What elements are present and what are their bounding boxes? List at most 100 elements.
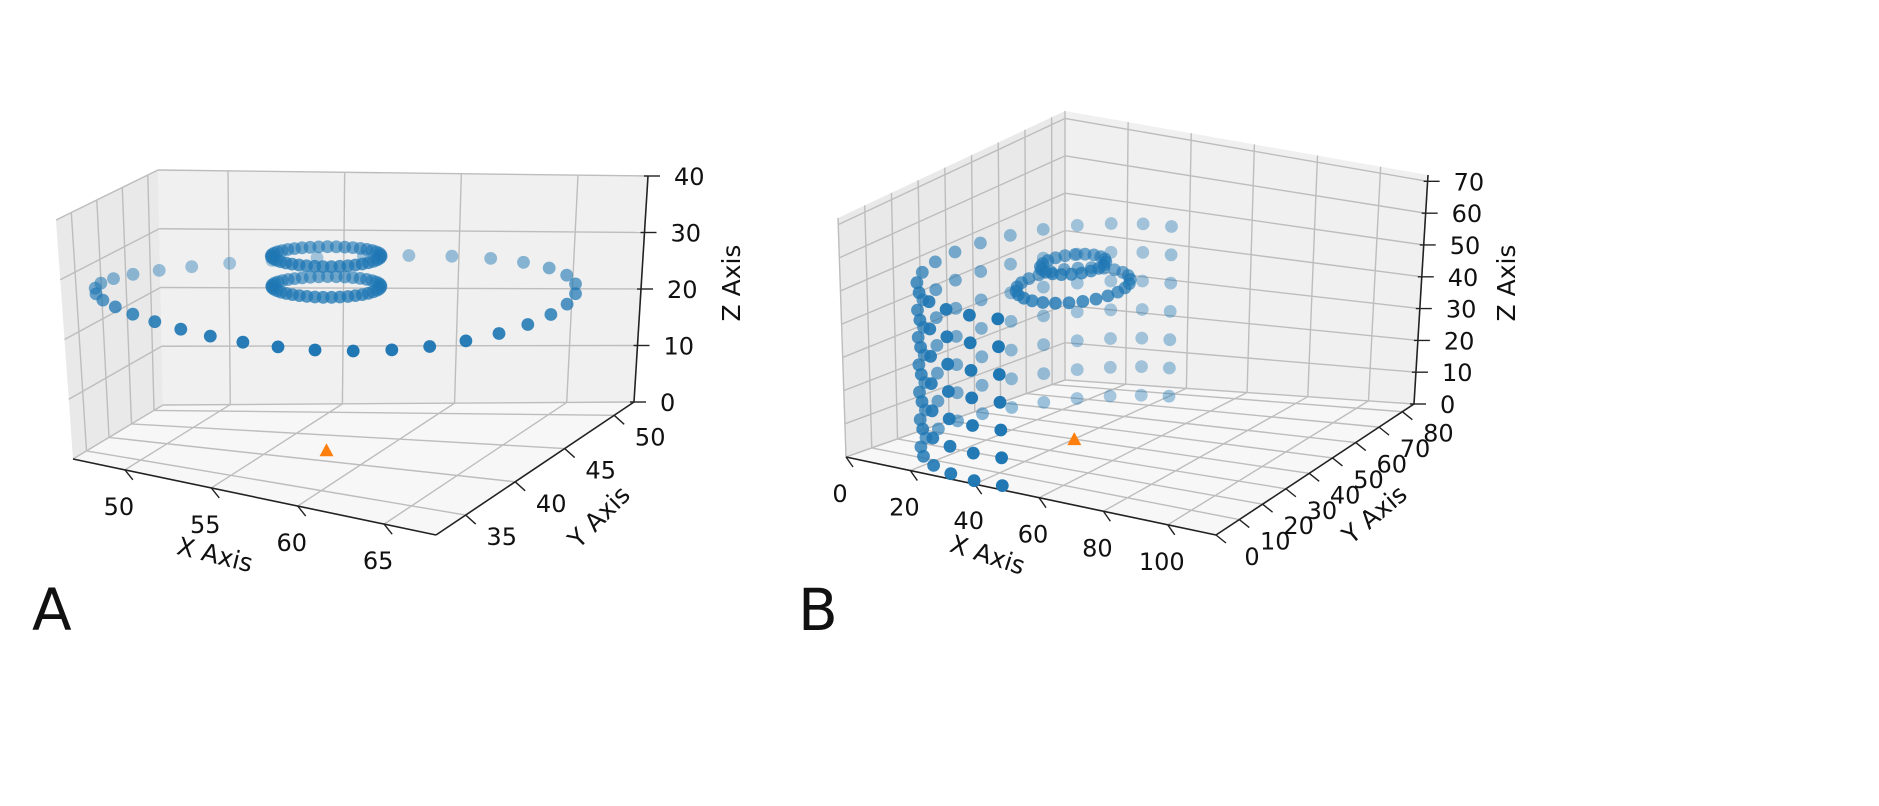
panel-b-x-tick — [845, 456, 854, 468]
panel-b-scatter-point — [1164, 248, 1178, 262]
panel-b-x-tick-label: 80 — [1082, 534, 1113, 562]
panel-b-gridline-y-floor — [948, 420, 1310, 475]
panel-b-scatter-point — [932, 422, 945, 436]
panel-b-y-tick — [1308, 472, 1320, 482]
panel-a-z-tick-label: 10 — [664, 333, 695, 361]
panel-b-gridline-x-floor — [1103, 396, 1309, 512]
panel-b-y-tick-label: 80 — [1423, 420, 1454, 448]
panel-a-gridline-y-floor — [86, 450, 466, 516]
panel-a-floor-pane — [73, 402, 634, 535]
panel-a-scatter-point — [492, 327, 506, 340]
panel-b-scatter-point — [975, 378, 989, 392]
panel-a-scatter-point — [346, 344, 360, 358]
panel-a-tick-labels: 50 55 60 65 35 40 45 50 0 10 20 30 40 — [104, 163, 705, 575]
panel-b-floor-pane — [846, 380, 1414, 535]
panel-a-x-tick — [297, 505, 307, 517]
panel-b-y-tick-label: 30 — [1307, 497, 1338, 525]
panel-a-scatter-point — [203, 329, 217, 343]
panel-b-scatter-point — [993, 395, 1007, 409]
panel-b-scatter-point — [963, 336, 977, 350]
panel-b-scatter-point — [965, 391, 979, 405]
panel-a-scatter-point — [185, 260, 199, 274]
panel-b-scatter-point — [949, 330, 963, 343]
panel-b-scatter-point — [944, 467, 958, 481]
panel-b-scatter-point — [1003, 229, 1017, 242]
panel-b-gridline-x-floor — [910, 383, 1126, 472]
panel-a-triangle-marker — [319, 443, 334, 457]
panel-b-scatter-point — [1070, 334, 1084, 348]
panel-a-gridline-y-floor — [131, 423, 565, 450]
panel-b-x-axis-title: X Axis — [947, 529, 1029, 580]
panel-b-gridline-z-left — [837, 117, 1066, 226]
panel-a-letter: A — [32, 576, 72, 644]
panel-b-scatter-point — [943, 439, 957, 453]
panel-b-scatter-point — [917, 449, 930, 463]
panel-b-scatter-point — [912, 286, 926, 300]
panel-b-scatter-point — [930, 339, 944, 352]
panel-b-scatter-point — [1068, 248, 1082, 261]
panel-b-x-tick-label: 20 — [889, 494, 920, 522]
panel-b-y-tick-label: 0 — [1244, 543, 1259, 571]
panel-b-gridline-z-left — [844, 341, 1066, 425]
panel-b-y-tick — [1215, 534, 1227, 544]
panel-a-gridline-z-left — [68, 345, 163, 400]
panel-b-scatter-point — [927, 459, 940, 472]
panel-a-gridline-z-back — [160, 286, 642, 290]
panel-a-scatter-point — [107, 272, 120, 285]
panel-a-y-tick-label: 45 — [585, 457, 616, 485]
panel-b-scatter-point — [926, 431, 940, 445]
panel-b-x-tick — [1167, 524, 1176, 536]
panel-b-y-tick — [1355, 441, 1367, 452]
panel-a-gridline-y-floor — [108, 436, 516, 483]
panel-a-gridline-z-left — [59, 228, 160, 281]
panel-b-scatter-point — [974, 236, 987, 250]
panel-b-gridline-z-back — [1064, 379, 1415, 405]
panel-a-scatter-point — [560, 297, 574, 311]
panel-a-gridline-y-floor — [153, 409, 615, 416]
panel-a-y-tick-label: 35 — [486, 523, 517, 551]
panel-b-scatter-point — [1004, 315, 1018, 328]
panel-b-points — [910, 217, 1178, 492]
panel-b-scatter-point — [1075, 266, 1088, 280]
panel-b-scatter-point — [967, 474, 981, 488]
panel-a-x-tick-label: 65 — [363, 547, 394, 575]
panel-b-scatter-point — [948, 245, 962, 259]
panel-b-letter: B — [798, 576, 838, 644]
panel-b-scatter-point — [939, 303, 953, 316]
panel-a-scatter-point — [308, 343, 322, 357]
panel-b-scatter-point — [1104, 274, 1118, 288]
panel-b-scatter-point — [1005, 372, 1018, 386]
panel-b-scatter-point — [1025, 294, 1039, 308]
panel-b-tick-labels: 0 20 40 60 80 100 0102030405060708001020304050… — [832, 168, 1484, 575]
panel-b-scatter-point — [1005, 401, 1019, 414]
panel-a-y-axis-title: Y Axis — [561, 480, 635, 554]
panel-a-scatter-point — [445, 249, 459, 263]
panel-a-scatter-point — [423, 340, 437, 353]
panel-b-scatter-point — [923, 322, 937, 336]
panel-a-gridline-z-left — [64, 286, 161, 341]
panel-b-x-tick-label: 60 — [1018, 521, 1049, 549]
panel-b-scatter-point — [1070, 392, 1084, 405]
panel-b-scatter-point — [1070, 305, 1084, 319]
panel-b-gridline-x-floor — [1038, 391, 1248, 499]
panel-b-scatter-point — [950, 358, 964, 371]
panel-a-scatter-point — [484, 252, 498, 265]
panel-a-x-tick — [124, 469, 134, 481]
panel-a-scatter-point — [325, 290, 338, 304]
panel-b-scatter-point — [916, 422, 930, 436]
panel-b-scatter-point — [1104, 332, 1117, 345]
panel-a-x-tick-label: 55 — [190, 511, 221, 539]
panel-b-scatter-point — [1103, 389, 1117, 403]
panel-b-scatter-point — [913, 313, 927, 327]
panel-a-scatter-point — [569, 277, 582, 291]
panel-b-scatter-point — [1037, 396, 1051, 409]
panel-a-scatter-point — [402, 249, 416, 262]
panel-b-scatter-point — [975, 350, 989, 364]
panel-b-x-tick — [1038, 497, 1047, 509]
panel-b-y-tick-label: 60 — [1376, 451, 1407, 479]
panel-b-scatter-point — [1103, 360, 1117, 374]
panel-b-gridline-y-floor — [923, 429, 1286, 490]
panel-b-x-tick-label: 0 — [832, 480, 847, 508]
panel-a-scatter-point — [152, 264, 166, 277]
